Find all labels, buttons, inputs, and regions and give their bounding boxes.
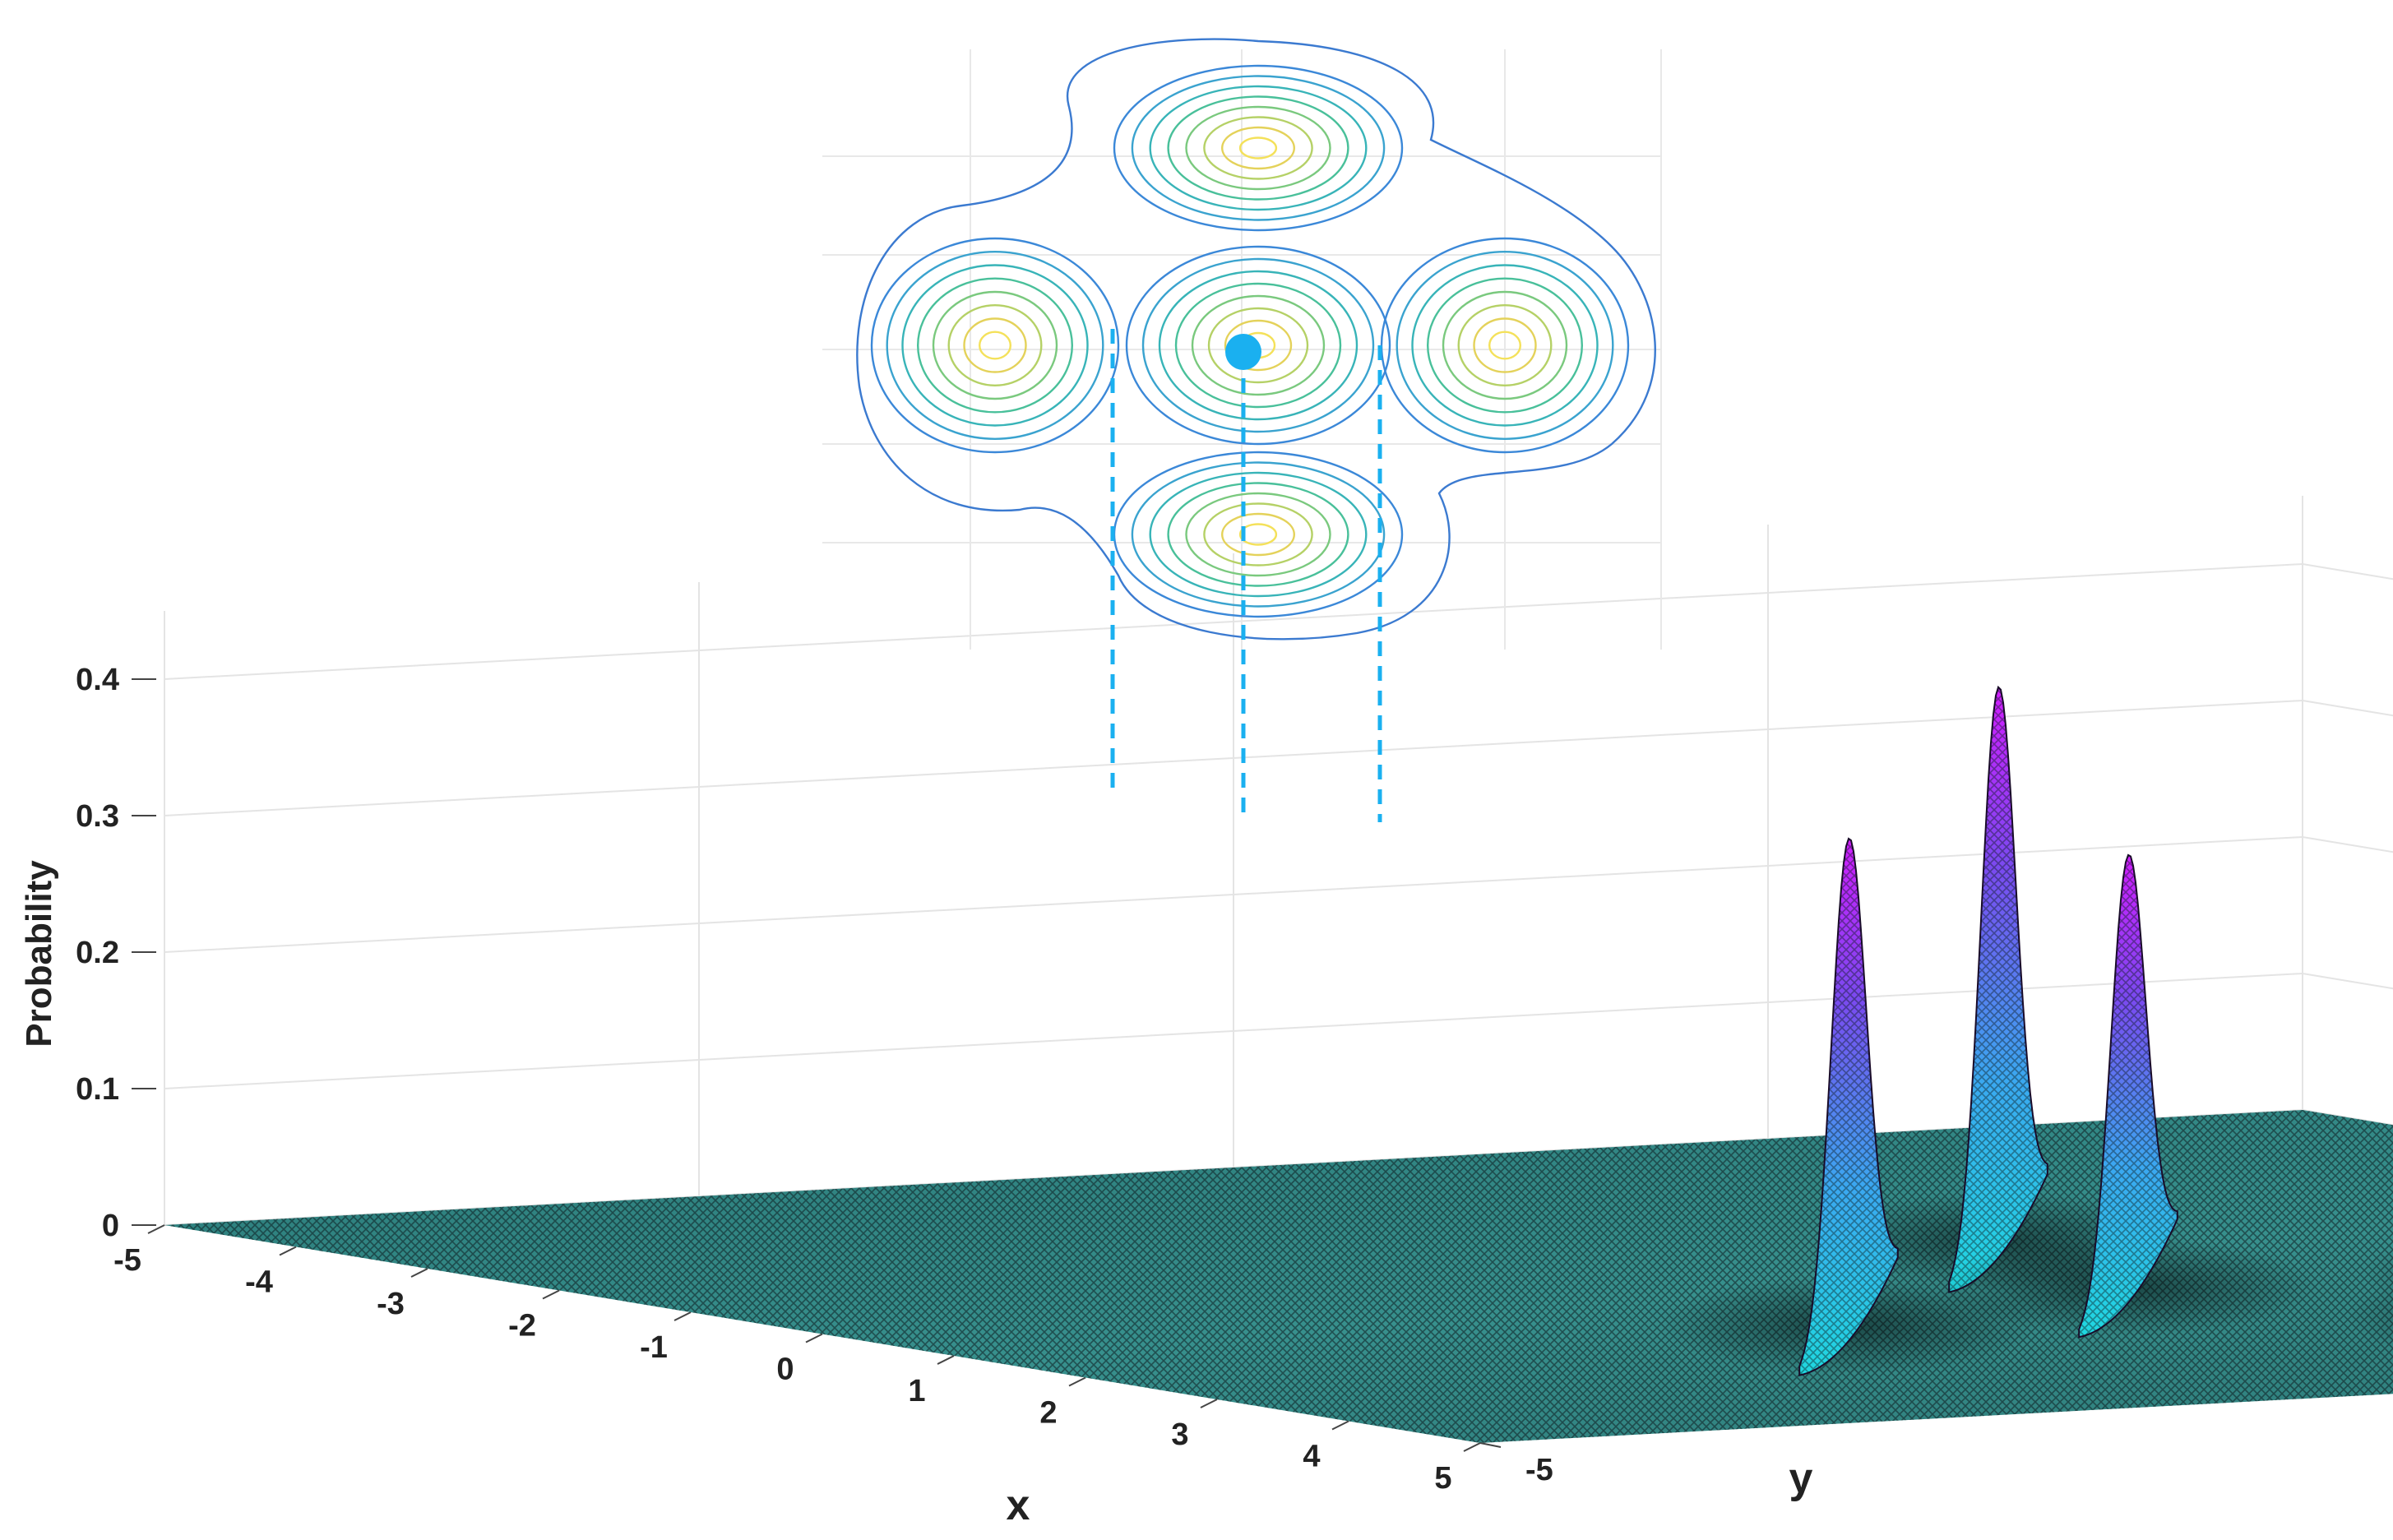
contour-level [1457, 304, 1553, 387]
z-tick-label: 0.2 [76, 936, 119, 970]
x-axis-label: x [1007, 1482, 1030, 1529]
center-ripple-mesh [2079, 854, 2178, 1338]
contour-envelope [856, 38, 1656, 641]
contour-level [1113, 451, 1404, 618]
contour-level [932, 290, 1058, 400]
surface-peaks [1659, 685, 2393, 1376]
contour-level [947, 304, 1043, 387]
contour-level [1174, 282, 1342, 409]
x-tick-mark [279, 1246, 297, 1256]
contour-level [963, 317, 1027, 373]
z-tick-label: 0.1 [76, 1072, 119, 1107]
contour-level [1149, 471, 1368, 598]
contour-level [1167, 95, 1349, 201]
contour-level [1220, 126, 1295, 170]
contour-level [1158, 270, 1359, 421]
contour-level [1113, 64, 1404, 232]
contour-level [1238, 523, 1278, 546]
contour-level [1131, 75, 1386, 221]
contour-level [1167, 482, 1349, 587]
contour-level [1185, 492, 1331, 577]
contour-level [886, 251, 1104, 441]
x-tick-label: -4 [245, 1265, 273, 1300]
x-tick-mark [937, 1355, 955, 1365]
contour-level [870, 237, 1120, 454]
x-tick-mark [542, 1289, 560, 1300]
x-tick-label: 3 [1171, 1417, 1188, 1452]
contour-level [1203, 116, 1313, 180]
grid-line-z [2302, 563, 2393, 580]
x-tick-mark [1331, 1420, 1349, 1431]
contour-level [1411, 264, 1599, 427]
contour-level [1131, 461, 1386, 608]
x-tick-label: 2 [1039, 1396, 1057, 1431]
x-tick-label: 5 [1434, 1461, 1451, 1496]
center-marker [1225, 334, 1261, 370]
x-tick-mark [805, 1333, 823, 1343]
x-tick-mark [673, 1311, 692, 1321]
contour-level [1220, 512, 1295, 557]
x-tick-mark [147, 1224, 165, 1234]
x-tick-label: -3 [377, 1287, 405, 1321]
x-tick-label: 4 [1303, 1440, 1320, 1474]
peak-near-left-mesh [1799, 839, 1898, 1376]
x-tick-label: 1 [908, 1374, 925, 1408]
x-tick-mark [1463, 1442, 1481, 1452]
z-tick-label: 0.3 [76, 799, 119, 834]
contour-level [916, 277, 1073, 414]
peak-far-right-shadow [2363, 1246, 2393, 1299]
x-tick-mark [1068, 1376, 1086, 1387]
contour-level [901, 264, 1089, 427]
contour-level [1191, 294, 1326, 396]
contour-level [1442, 290, 1568, 400]
contour-level [1488, 331, 1521, 360]
x-tick-label: -5 [113, 1243, 141, 1278]
x-tick-mark [410, 1268, 428, 1278]
z-axis-label: Probability [19, 860, 59, 1047]
contour-level [1203, 502, 1313, 567]
x-tick-mark [1200, 1399, 1218, 1408]
axis-labels: x y Probability [19, 860, 1813, 1529]
contour-level [1426, 277, 1583, 414]
axis-walls [164, 496, 2393, 1226]
contour-level [1238, 136, 1278, 160]
contour-level [978, 331, 1011, 360]
x-tick-label: 0 [776, 1353, 794, 1387]
y-tick-mark [1479, 1442, 1502, 1448]
projection-lines [1110, 329, 1382, 822]
contour-level [1473, 317, 1537, 373]
grid-line-z [2302, 700, 2393, 717]
peak-far-left-mesh [1949, 687, 2048, 1293]
peak-near-right-shadow [2347, 1283, 2393, 1349]
contour-level [1396, 251, 1614, 441]
contour-level [1125, 245, 1391, 446]
z-tick-label: 0.4 [76, 663, 119, 697]
contour-projection [822, 38, 1662, 650]
y-tick-label: -5 [1525, 1453, 1553, 1487]
y-axis-label: y [1789, 1454, 1813, 1502]
x-tick-label: -1 [640, 1330, 668, 1365]
contour-level [1224, 319, 1293, 372]
z-tick-label: 0 [102, 1209, 119, 1243]
contour-level [1207, 307, 1309, 384]
contour-level [1141, 257, 1375, 433]
contour-level [1149, 85, 1368, 211]
x-tick-label: -2 [508, 1309, 536, 1343]
contour-level [1185, 105, 1331, 191]
grid-line-z [2302, 836, 2393, 853]
